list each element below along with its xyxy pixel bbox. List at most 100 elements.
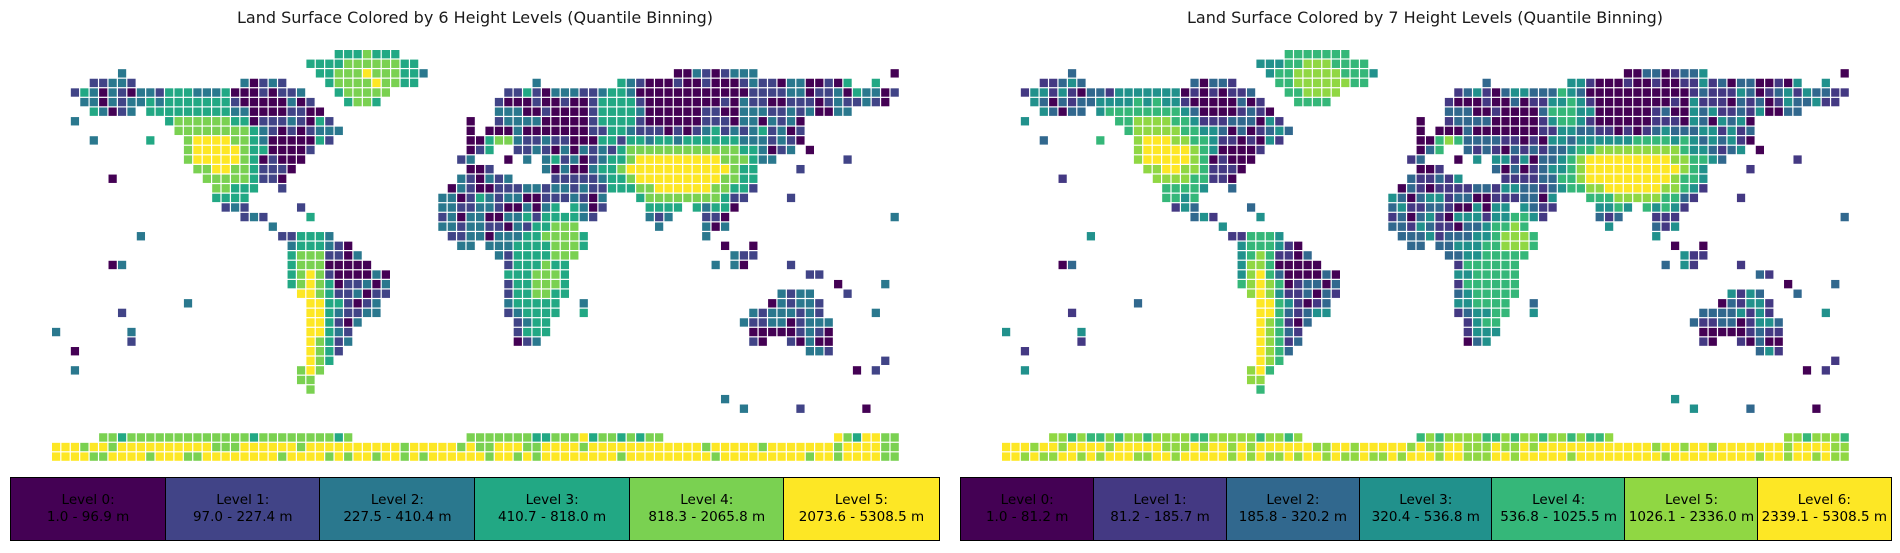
land-cell bbox=[815, 299, 824, 308]
land-cell bbox=[1435, 433, 1444, 442]
land-cell bbox=[513, 318, 522, 327]
land-cell bbox=[560, 136, 570, 145]
land-cell bbox=[645, 174, 654, 183]
land-cell bbox=[1482, 279, 1491, 289]
land-cell bbox=[1652, 174, 1661, 183]
legend-level-label: Level 6: bbox=[1797, 492, 1851, 508]
land-cell bbox=[1548, 433, 1557, 442]
land-cell bbox=[1567, 155, 1576, 164]
land-cell bbox=[1510, 174, 1520, 183]
land-cell bbox=[655, 107, 664, 116]
land-cell bbox=[268, 78, 277, 88]
land-cell bbox=[1539, 145, 1548, 155]
land-cell bbox=[513, 117, 522, 126]
land-cell bbox=[1294, 433, 1303, 442]
land-cell bbox=[306, 241, 315, 251]
land-cell bbox=[551, 88, 560, 97]
land-cell bbox=[796, 107, 805, 116]
land-cell bbox=[758, 155, 767, 164]
land-cell bbox=[296, 375, 306, 385]
land-cell bbox=[1821, 88, 1830, 97]
land-cell bbox=[240, 78, 249, 88]
land-cell bbox=[1190, 452, 1199, 461]
legend-level-range: 410.7 - 818.0 m bbox=[498, 509, 607, 525]
land-cell bbox=[1218, 452, 1227, 461]
land-cell bbox=[1143, 136, 1152, 145]
land-cell bbox=[1586, 442, 1595, 452]
land-cell bbox=[1718, 117, 1727, 126]
land-cell bbox=[1199, 442, 1209, 452]
land-cell bbox=[504, 184, 513, 193]
land-cell bbox=[532, 241, 541, 251]
land-cell bbox=[1463, 232, 1472, 241]
land-cell bbox=[1567, 433, 1576, 442]
land-cell bbox=[777, 88, 786, 97]
land-cell bbox=[1181, 452, 1190, 461]
land-cell bbox=[1444, 117, 1454, 126]
land-cell bbox=[212, 97, 221, 107]
land-cell bbox=[1284, 279, 1293, 289]
land-cell bbox=[174, 107, 183, 116]
land-cell bbox=[287, 251, 296, 260]
land-cell bbox=[786, 88, 796, 97]
land-cell bbox=[1746, 97, 1755, 107]
land-cell bbox=[1435, 452, 1444, 461]
land-cell bbox=[1539, 442, 1548, 452]
land-cell bbox=[1463, 452, 1472, 461]
land-cell bbox=[607, 136, 617, 145]
land-cell bbox=[1265, 299, 1275, 308]
land-cell bbox=[683, 117, 692, 126]
land-cell bbox=[598, 174, 607, 183]
land-cell bbox=[1548, 203, 1557, 212]
land-cell bbox=[1011, 442, 1020, 452]
land-cell bbox=[1435, 136, 1444, 145]
land-cell bbox=[1454, 260, 1463, 270]
land-cell bbox=[287, 126, 296, 136]
land-cell bbox=[1275, 279, 1284, 289]
land-cell bbox=[805, 299, 814, 308]
land-cell bbox=[494, 452, 504, 461]
land-cell bbox=[1539, 155, 1548, 164]
land-cell bbox=[1642, 174, 1651, 183]
land-cell bbox=[1670, 174, 1680, 183]
land-cell bbox=[551, 136, 560, 145]
land-cell bbox=[890, 442, 899, 452]
land-cell bbox=[551, 308, 560, 318]
chart-title: Land Surface Colored by 7 Height Levels … bbox=[1187, 8, 1663, 27]
land-cell bbox=[1623, 69, 1633, 78]
land-cell bbox=[1246, 203, 1256, 212]
land-cell bbox=[1265, 318, 1275, 327]
land-cell bbox=[1303, 318, 1312, 327]
land-cell bbox=[739, 193, 749, 203]
land-cell bbox=[240, 212, 249, 222]
land-cell bbox=[1473, 117, 1482, 126]
land-cell bbox=[570, 442, 579, 452]
land-cell bbox=[1312, 78, 1322, 88]
land-cell bbox=[1633, 174, 1642, 183]
land-cell bbox=[1312, 442, 1322, 452]
land-cell bbox=[579, 155, 588, 164]
land-cell bbox=[702, 136, 711, 145]
land-cell bbox=[570, 164, 579, 174]
land-cell bbox=[1670, 145, 1680, 155]
land-cell bbox=[730, 193, 739, 203]
land-cell bbox=[1209, 442, 1218, 452]
land-cell bbox=[513, 145, 522, 155]
land-cell bbox=[1784, 78, 1793, 88]
land-cell bbox=[1312, 270, 1322, 279]
land-cell bbox=[805, 88, 814, 97]
land-cell bbox=[1765, 347, 1774, 356]
land-cell bbox=[1463, 260, 1472, 270]
land-cell bbox=[353, 289, 362, 298]
land-cell bbox=[655, 193, 664, 203]
land-cell bbox=[1539, 164, 1548, 174]
land-cell bbox=[1774, 88, 1783, 97]
land-cell bbox=[1124, 97, 1133, 107]
land-cell bbox=[692, 136, 701, 145]
land-cell bbox=[485, 203, 494, 212]
land-cell bbox=[1642, 78, 1651, 88]
land-cell bbox=[1199, 452, 1209, 461]
land-cell bbox=[117, 88, 127, 97]
land-cell bbox=[1557, 433, 1567, 442]
land-cell bbox=[1256, 107, 1265, 116]
